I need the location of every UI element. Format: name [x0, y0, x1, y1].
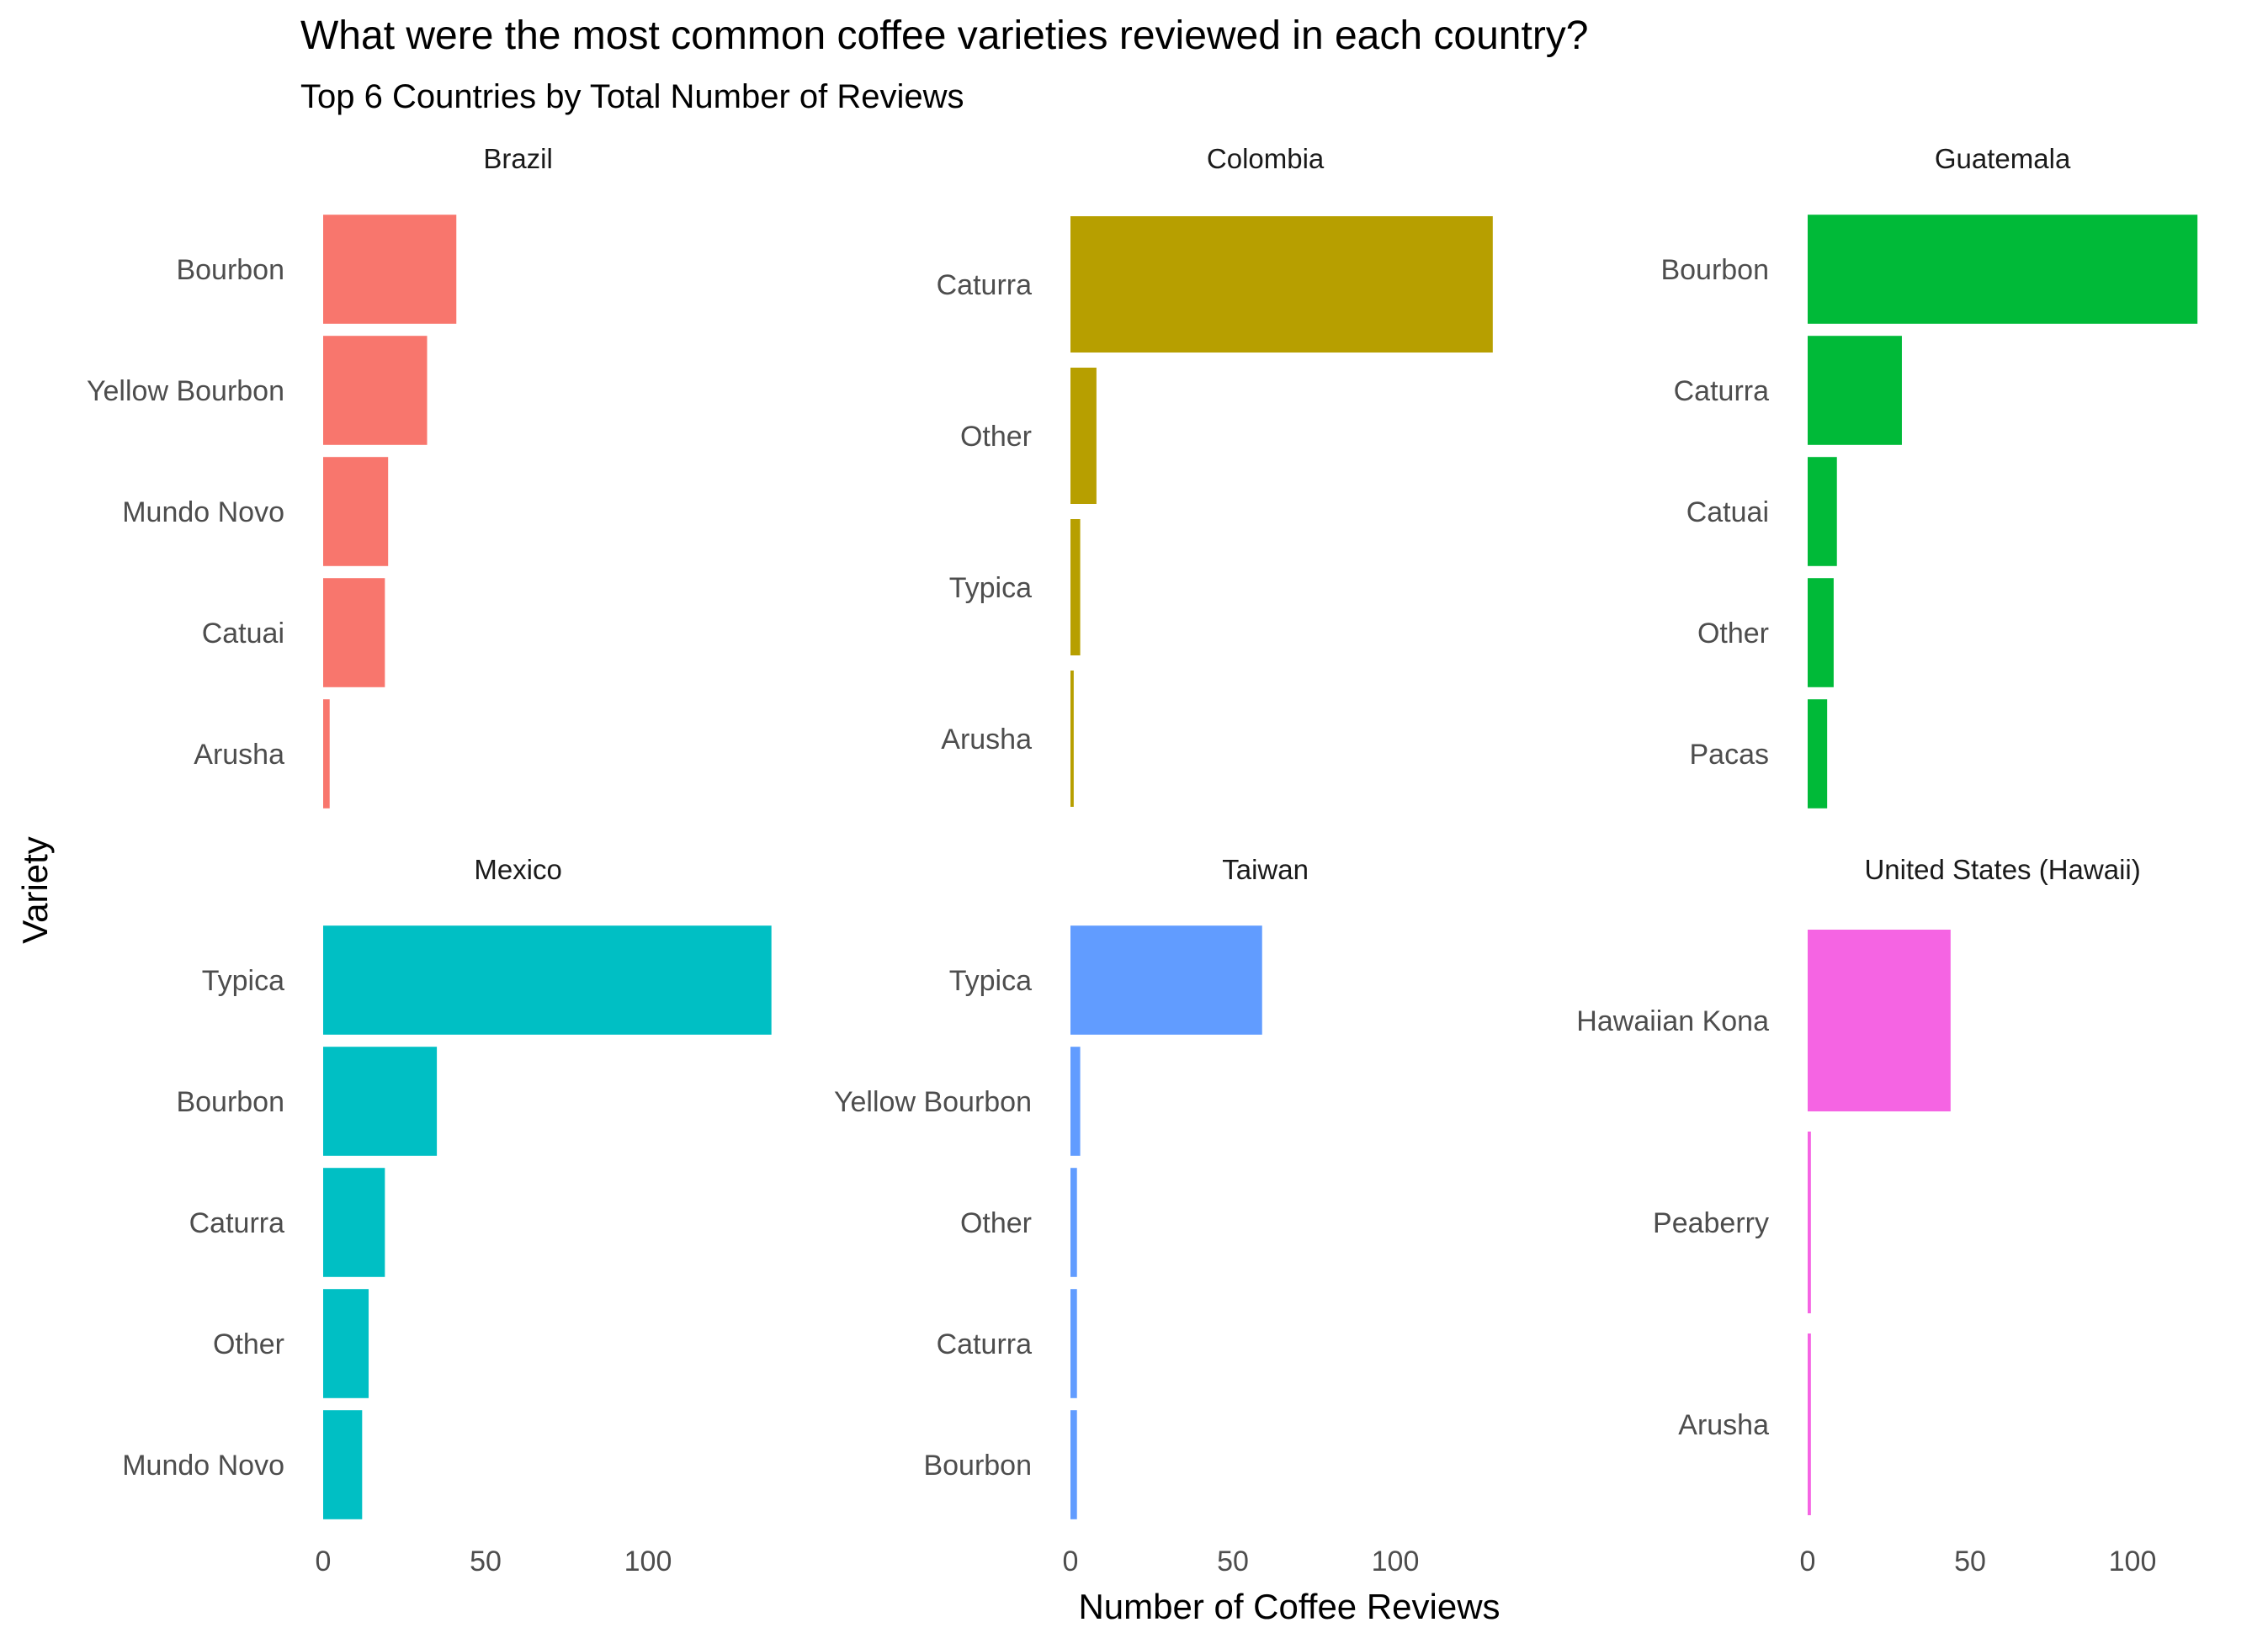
y-tick-label: Other: [960, 1207, 1032, 1239]
facet-strip-label: Colombia: [1207, 143, 1325, 174]
facet-colombia: Colombia Caturra Other Typica Arusha: [937, 143, 1493, 807]
bar: [1070, 216, 1493, 353]
bar: [323, 215, 457, 324]
bar: [1808, 1333, 1811, 1515]
bar: [1070, 368, 1097, 504]
bar: [323, 457, 389, 566]
bar: [1070, 925, 1262, 1035]
y-tick-label: Typica: [202, 965, 284, 997]
facet-strip-label: Brazil: [483, 143, 553, 174]
bar: [323, 1289, 369, 1398]
x-tick-label: 50: [470, 1546, 502, 1577]
y-tick-label: Peaberry: [1653, 1207, 1769, 1239]
x-tick-label: 0: [316, 1546, 332, 1577]
y-axis-title: Variety: [15, 836, 55, 944]
bar: [1808, 699, 1828, 809]
bar: [1808, 215, 2198, 324]
y-tick-label: Other: [960, 421, 1032, 453]
bar: [323, 1047, 438, 1156]
y-tick-label: Caturra: [937, 269, 1032, 301]
facet-guatemala: Guatemala Bourbon Caturra Catuai Other Pacas: [1660, 143, 2198, 809]
y-tick-label: Pacas: [1690, 739, 1770, 771]
facet-mexico: Mexico Typica Bourbon Caturra Other Mundo Nov…: [122, 854, 772, 1577]
y-tick-label: Catuai: [1686, 496, 1769, 528]
bar: [323, 699, 330, 809]
bar: [1070, 1047, 1081, 1156]
y-tick-label: Bourbon: [176, 254, 284, 286]
y-tick-label: Other: [1697, 618, 1769, 649]
bar: [323, 1168, 385, 1277]
x-tick-label: 100: [1372, 1546, 1420, 1577]
bar: [1070, 1168, 1077, 1277]
bar: [1808, 930, 1951, 1111]
x-tick-label: 100: [624, 1546, 672, 1577]
facet-strip-label: Guatemala: [1935, 143, 2071, 174]
y-tick-label: Mundo Novo: [122, 1450, 284, 1482]
y-tick-label: Yellow Bourbon: [834, 1086, 1032, 1118]
facet-strip-label: Taiwan: [1222, 854, 1309, 885]
facet-strip-label: United States (Hawaii): [1864, 854, 2140, 885]
bar: [1808, 578, 1834, 687]
x-tick-label: 0: [1800, 1546, 1816, 1577]
x-tick-label: 50: [1954, 1546, 1986, 1577]
y-tick-label: Catuai: [202, 618, 284, 649]
y-tick-label: Arusha: [941, 724, 1032, 756]
y-tick-label: Typica: [949, 572, 1032, 604]
bar: [323, 925, 772, 1035]
y-tick-label: Caturra: [189, 1207, 284, 1239]
facet-taiwan: Taiwan Typica Yellow Bourbon Other Caturra Bo…: [834, 854, 1419, 1577]
y-tick-label: Hawaiian Kona: [1576, 1005, 1769, 1037]
y-tick-label: Arusha: [1678, 1409, 1769, 1441]
bar: [323, 336, 428, 445]
y-tick-label: Yellow Bourbon: [87, 375, 284, 407]
y-tick-label: Caturra: [1674, 375, 1769, 407]
y-tick-label: Bourbon: [1660, 254, 1769, 286]
facet-united-states-hawaii-: United States (Hawaii) Hawaiian Kona Peabe…: [1576, 854, 2156, 1577]
y-tick-label: Caturra: [937, 1328, 1032, 1360]
chart-title: What were the most common coffee varieti…: [300, 13, 1589, 58]
facet-brazil: Brazil Bourbon Yellow Bourbon Mundo Novo Cat…: [87, 143, 553, 809]
y-tick-label: Bourbon: [176, 1086, 284, 1118]
y-tick-label: Mundo Novo: [122, 496, 284, 528]
bar: [1808, 336, 1902, 445]
y-tick-label: Typica: [949, 965, 1032, 997]
bar: [323, 1410, 363, 1519]
x-tick-label: 100: [2109, 1546, 2157, 1577]
bar: [1070, 1289, 1077, 1398]
y-tick-label: Other: [213, 1328, 284, 1360]
bar: [1070, 671, 1074, 807]
y-tick-label: Arusha: [194, 739, 284, 771]
x-axis-title: Number of Coffee Reviews: [1078, 1587, 1500, 1626]
bar: [1808, 1132, 1811, 1313]
facet-strip-label: Mexico: [474, 854, 562, 885]
bar: [1808, 457, 1837, 566]
chart-subtitle: Top 6 Countries by Total Number of Revie…: [300, 78, 964, 115]
x-tick-label: 50: [1217, 1546, 1249, 1577]
bar: [323, 578, 385, 687]
bar: [1070, 519, 1081, 655]
facet-panels: Brazil Bourbon Yellow Bourbon Mundo Novo Cat…: [87, 143, 2198, 1577]
bar: [1070, 1410, 1077, 1519]
y-tick-label: Bourbon: [923, 1450, 1032, 1482]
x-tick-label: 0: [1063, 1546, 1079, 1577]
